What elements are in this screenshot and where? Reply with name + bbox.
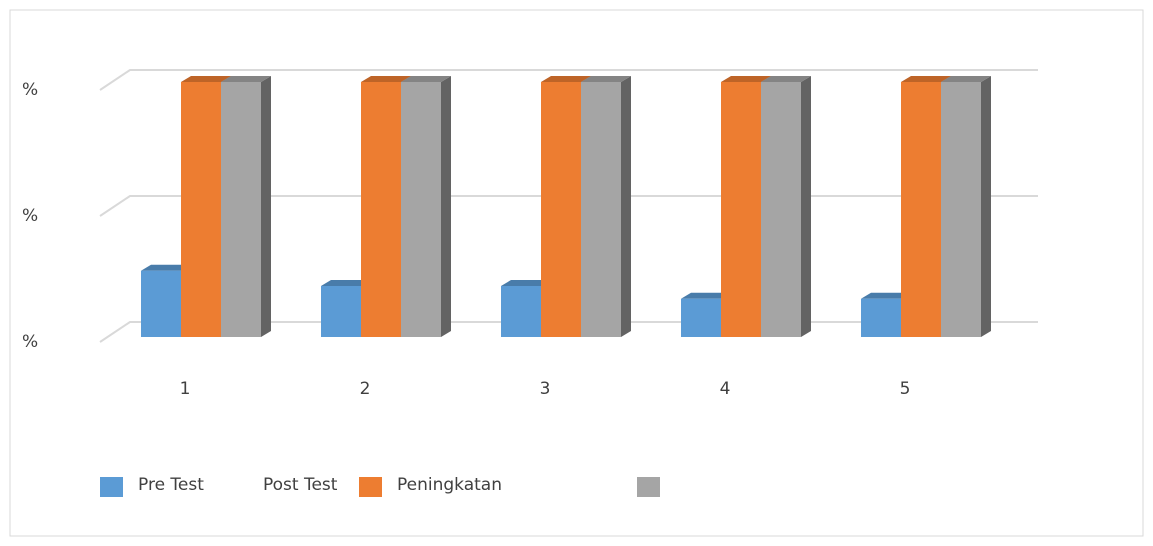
- bar-top: [361, 76, 411, 82]
- bar: [181, 82, 221, 337]
- y-tick-label: %: [22, 332, 38, 352]
- legend-label: Peningkatan: [397, 475, 502, 495]
- bar-top: [401, 76, 451, 82]
- bar: [401, 82, 441, 337]
- bar-top: [681, 292, 731, 299]
- x-tick-label: 2: [360, 379, 371, 399]
- bar-side: [981, 76, 991, 337]
- bar-side: [441, 76, 451, 337]
- bar-top: [181, 76, 231, 82]
- bar: [361, 82, 401, 337]
- bar: [221, 82, 261, 337]
- y-tick-label: %: [22, 206, 38, 226]
- bar: [941, 82, 981, 337]
- legend-label: Post Test: [263, 475, 338, 495]
- bar-top: [321, 280, 371, 286]
- bar-top: [541, 76, 591, 82]
- x-tick-label: 5: [900, 379, 911, 399]
- grid-line: [99, 69, 1038, 91]
- bar-top: [941, 76, 991, 82]
- bar-top: [901, 76, 951, 82]
- bar: [681, 298, 721, 337]
- bar-top: [501, 280, 551, 286]
- bar: [901, 82, 941, 337]
- bar-top: [761, 76, 811, 82]
- bar-side: [801, 76, 811, 337]
- bar: [581, 82, 621, 337]
- legend-swatch: [100, 477, 123, 497]
- bar: [141, 270, 181, 337]
- legend-swatch: [637, 477, 660, 497]
- legend-swatch: [359, 477, 382, 497]
- bar-top: [861, 292, 911, 299]
- bar: [761, 82, 801, 337]
- bar-top: [221, 76, 271, 82]
- x-tick-label: 1: [180, 379, 191, 399]
- bar-top: [721, 76, 771, 82]
- bar: [861, 298, 901, 337]
- y-tick-label: %: [22, 80, 38, 100]
- bar: [541, 82, 581, 337]
- bar-top: [141, 264, 191, 271]
- bar-side: [621, 76, 631, 337]
- bar: [501, 286, 541, 337]
- legend-label: Pre Test: [138, 475, 204, 495]
- bar-side: [261, 76, 271, 337]
- x-tick-label: 4: [720, 379, 731, 399]
- x-tick-label: 3: [540, 379, 551, 399]
- bar: [321, 286, 361, 337]
- bar-top: [581, 76, 631, 82]
- bar: [721, 82, 761, 337]
